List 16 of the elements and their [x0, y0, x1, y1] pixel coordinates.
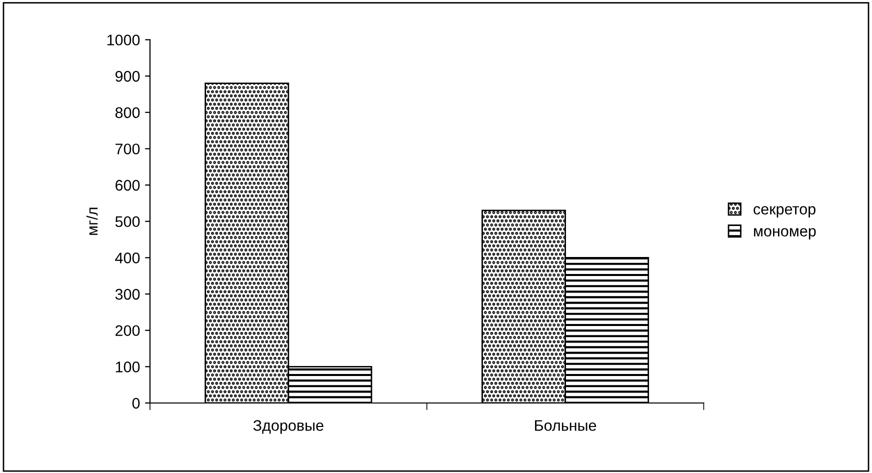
y-tick-label: 300: [115, 288, 140, 300]
y-tick-label: 100: [116, 362, 140, 372]
legend-label: мономер: [754, 228, 816, 240]
y-tick-label: 400: [115, 252, 140, 264]
x-tick-label: Здоровые: [253, 420, 324, 434]
y-tick-label: 1000: [107, 34, 140, 46]
y-tick-label: 900: [115, 70, 140, 82]
y-tick-label: 800: [115, 107, 140, 118]
y-tick-label: 700: [116, 144, 140, 154]
y-tick-label: 0: [132, 398, 140, 409]
x-tick-label: Больные: [535, 420, 596, 431]
y-tick-label: 600: [116, 180, 140, 191]
legend-label: секретор: [754, 206, 816, 218]
y-tick-label: 500: [115, 216, 140, 228]
y-axis-title: мг/л: [86, 208, 98, 235]
y-tick-label: 200: [116, 325, 140, 336]
